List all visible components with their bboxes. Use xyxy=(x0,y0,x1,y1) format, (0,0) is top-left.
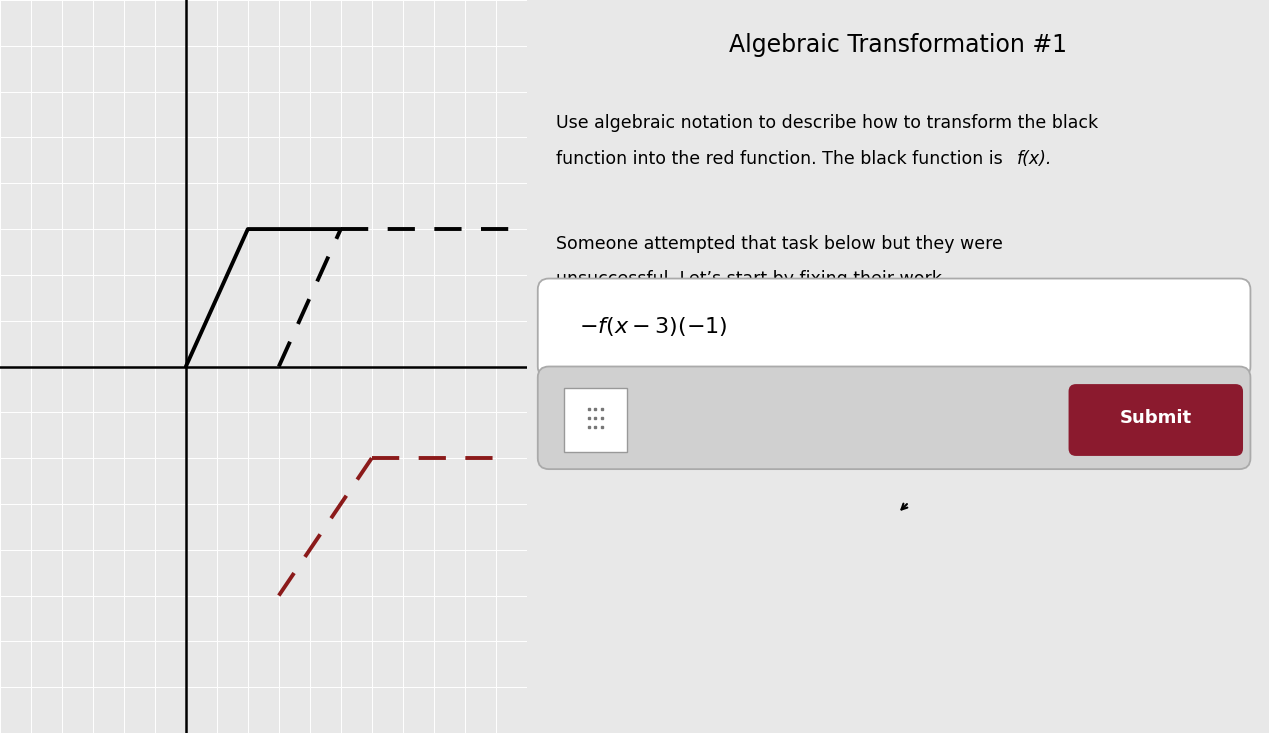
FancyBboxPatch shape xyxy=(1068,384,1244,456)
FancyBboxPatch shape xyxy=(538,366,1250,469)
Text: Algebraic Transformation #1: Algebraic Transformation #1 xyxy=(728,33,1067,57)
Text: Submit: Submit xyxy=(1121,409,1192,427)
FancyBboxPatch shape xyxy=(563,388,627,452)
Text: Someone attempted that task below but they were: Someone attempted that task below but th… xyxy=(556,235,1004,253)
Text: function into the red function. The black function is: function into the red function. The blac… xyxy=(556,150,1009,169)
Text: f(x).: f(x). xyxy=(1016,150,1052,169)
Text: Use algebraic notation to describe how to transform the black: Use algebraic notation to describe how t… xyxy=(556,114,1099,132)
Text: $-f(x-3)(-1)$: $-f(x-3)(-1)$ xyxy=(579,314,727,338)
Text: unsuccessful. Let’s start by fixing their work.: unsuccessful. Let’s start by fixing thei… xyxy=(556,270,948,288)
FancyBboxPatch shape xyxy=(538,279,1250,377)
